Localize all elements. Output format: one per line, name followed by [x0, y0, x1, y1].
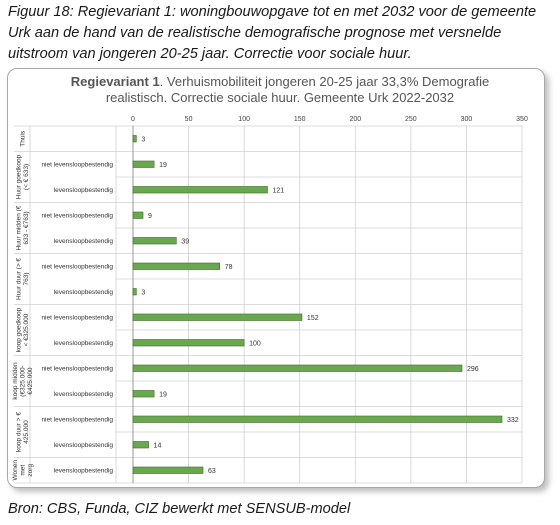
group-label: 763) [23, 272, 30, 285]
bar [132, 237, 177, 245]
bar [132, 415, 503, 423]
category-label: levensloopbestendig [54, 442, 114, 449]
category-label: niet levensloopbestendig [41, 315, 113, 322]
bar [132, 466, 204, 474]
category-label: levensloopbestendig [54, 289, 114, 296]
chart-title-line2: realistisch. Correctie sociale huur. Gem… [105, 90, 455, 105]
group-label: €425.000 [27, 367, 34, 394]
x-tick-label: 50 [185, 116, 193, 123]
group-label: 425.000 [23, 420, 30, 444]
bar [132, 390, 155, 398]
x-tick-label: 350 [516, 116, 528, 123]
data-label: 19 [159, 162, 167, 169]
data-label: 3 [141, 289, 145, 296]
category-label: niet levensloopbestendig [41, 366, 113, 373]
caption-line: uitstroom van jongeren 20-25 jaar. Corre… [8, 46, 412, 62]
data-label: 39 [181, 238, 189, 245]
group-label: met [19, 465, 26, 476]
category-label: levensloopbestendig [54, 238, 114, 245]
category-label: levensloopbestendig [54, 468, 114, 475]
data-label: 332 [507, 417, 519, 424]
group-label: koop goedkoop [16, 307, 23, 352]
group-label: (< € 633) [23, 164, 30, 190]
data-label: 100 [249, 340, 261, 347]
group-label: < €325.000 [23, 313, 30, 346]
bar [132, 135, 137, 143]
data-label: 3 [141, 136, 145, 143]
group-label: zorg [27, 464, 34, 477]
data-label: 9 [148, 213, 152, 220]
data-label: 78 [225, 264, 233, 271]
x-tick-label: 0 [131, 116, 135, 123]
group-label: (€325.000- [19, 365, 26, 396]
category-label: niet levensloopbestendig [41, 162, 113, 169]
bar [132, 339, 245, 347]
group-label: Huur duur (> € [16, 258, 23, 300]
x-tick-label: 100 [238, 116, 250, 123]
x-tick-label: 150 [294, 116, 306, 123]
chart-title: Regievariant 1. Verhuismobiliteit jonger… [0, 74, 560, 106]
bar [132, 186, 268, 194]
group-label: koop duur > € [16, 412, 23, 452]
data-label: 63 [208, 468, 216, 475]
category-label: niet levensloopbestendig [41, 213, 113, 220]
category-label: niet levensloopbestendig [41, 264, 113, 271]
x-tick-label: 300 [461, 116, 473, 123]
group-label: Huur goedkoop [16, 154, 23, 199]
source-note: Bron: CBS, Funda, CIZ bewerkt met SENSUB… [8, 501, 351, 517]
category-label: levensloopbestendig [54, 340, 114, 347]
group-label: 633 - €763) [23, 211, 30, 244]
bar [132, 160, 155, 168]
bar [132, 313, 303, 321]
x-tick-label: 250 [405, 116, 417, 123]
data-label: 14 [154, 442, 162, 449]
group-label: koop midden [12, 362, 19, 400]
group-label: Wonen [12, 460, 19, 481]
category-label: levensloopbestendig [54, 391, 114, 398]
data-label: 296 [467, 366, 479, 373]
chart-title-line1: . Verhuismobiliteit jongeren 20-25 jaar … [159, 74, 490, 89]
group-label: Thuis [19, 130, 26, 147]
caption-line: Urk aan de hand van de realistische demo… [8, 25, 502, 41]
category-label: levensloopbestendig [54, 187, 114, 194]
caption-line: Figuur 18: Regievariant 1: woningbouwopg… [8, 4, 537, 20]
x-tick-label: 200 [349, 116, 361, 123]
group-label: Huur midden (€ [16, 205, 23, 250]
category-label: niet levensloopbestendig [41, 417, 113, 424]
bar [132, 288, 137, 296]
data-label: 152 [307, 315, 319, 322]
bar [132, 262, 220, 270]
data-label: 121 [272, 187, 284, 194]
chart-title-bold: Regievariant 1 [70, 74, 160, 89]
figure-caption: Figuur 18: Regievariant 1: woningbouwopg… [8, 2, 553, 65]
bar [132, 441, 149, 449]
bar [132, 211, 144, 219]
data-label: 19 [159, 391, 167, 398]
bar [132, 364, 463, 372]
